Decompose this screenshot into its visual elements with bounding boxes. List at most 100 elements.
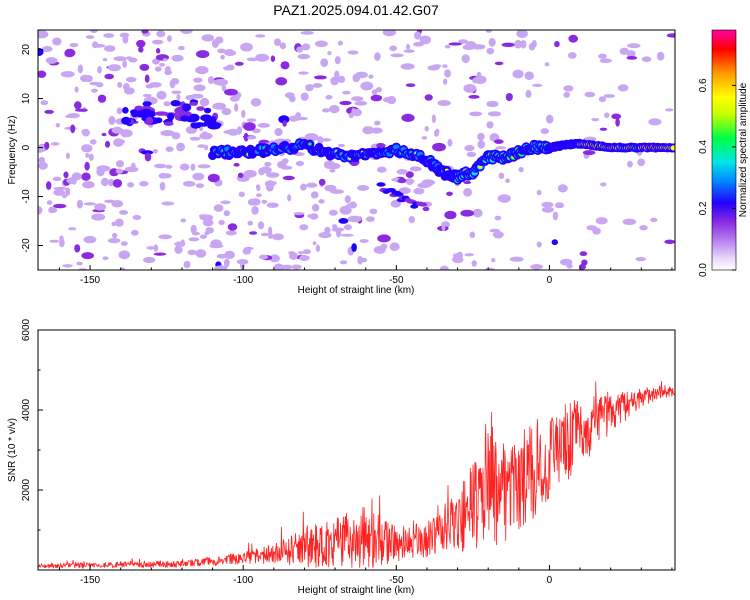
noise-speckle	[146, 246, 155, 250]
noise-speckle	[126, 56, 132, 59]
noise-speckle	[39, 157, 46, 164]
noise-speckle	[94, 203, 106, 210]
noise-speckle	[357, 256, 362, 265]
noise-speckle	[113, 56, 127, 61]
noise-speckle	[296, 161, 304, 166]
noise-speckle	[145, 75, 150, 83]
noise-speckle	[249, 231, 257, 235]
noise-speckle	[262, 200, 268, 204]
cluster-blob	[171, 100, 181, 106]
noise-speckle	[251, 206, 258, 215]
noise-speckle	[580, 251, 588, 256]
noise-speckle	[525, 71, 534, 80]
noise-speckle	[635, 257, 646, 261]
snr-y-label: SNR (10 * v/v)	[7, 418, 18, 482]
cluster-blob	[180, 115, 189, 121]
cluster-blob	[196, 106, 205, 111]
noise-speckle	[255, 34, 265, 37]
noise-speckle	[56, 123, 60, 127]
noise-speckle	[351, 96, 363, 101]
noise-speckle	[166, 165, 173, 169]
noise-speckle	[160, 182, 166, 191]
noise-speckle	[218, 220, 224, 225]
noise-speckle	[442, 223, 446, 232]
noise-speckle	[329, 169, 335, 173]
noise-speckle	[84, 162, 89, 171]
noise-speckle	[506, 93, 513, 101]
noise-speckle	[406, 83, 416, 87]
noise-speckle	[338, 218, 348, 224]
noise-speckle	[196, 50, 209, 58]
noise-speckle	[618, 84, 629, 91]
noise-speckle	[510, 257, 524, 262]
noise-speckle	[422, 136, 428, 140]
noise-speckle	[156, 48, 160, 54]
noise-speckle	[472, 260, 477, 266]
noise-speckle	[495, 62, 504, 66]
noise-speckle	[116, 169, 123, 174]
noise-speckle	[348, 50, 359, 54]
noise-speckle	[302, 43, 310, 50]
noise-speckle	[446, 192, 453, 196]
noise-speckle	[452, 256, 463, 263]
noise-speckle	[74, 101, 82, 109]
noise-speckle	[91, 89, 98, 93]
noise-speckle	[505, 178, 510, 183]
noise-speckle	[623, 219, 637, 225]
noise-speckle	[205, 231, 210, 235]
noise-speckle	[514, 40, 522, 49]
noise-speckle	[49, 240, 59, 243]
noise-speckle	[467, 152, 477, 157]
colorbar: 0.00.20.40.6 Normalized spectral amplitu…	[698, 30, 749, 277]
noise-speckle	[44, 110, 54, 114]
noise-speckle	[432, 114, 436, 123]
cluster-blob	[208, 124, 221, 130]
noise-speckle	[74, 244, 80, 252]
snr-y-tick-label: 2000	[21, 478, 32, 501]
noise-speckle	[502, 43, 516, 47]
noise-speckle	[598, 54, 607, 59]
noise-speckle	[226, 231, 237, 236]
noise-speckle	[114, 139, 125, 144]
noise-speckle	[318, 199, 324, 204]
noise-speckle	[171, 78, 180, 85]
noise-speckle	[650, 218, 657, 222]
noise-speckle	[62, 194, 67, 198]
noise-speckle	[469, 112, 482, 117]
noise-speckle	[563, 85, 573, 91]
noise-speckle	[330, 77, 339, 86]
noise-speckle	[413, 188, 424, 194]
noise-speckle	[303, 249, 311, 254]
noise-speckle	[368, 75, 373, 79]
cluster-blob	[195, 122, 205, 127]
noise-speckle	[470, 232, 476, 239]
noise-speckle	[46, 57, 58, 64]
noise-speckle	[208, 174, 220, 183]
colorbar-tick-label: 0.6	[698, 78, 709, 92]
y-tick-label: -20	[21, 238, 32, 253]
noise-speckle	[463, 188, 472, 197]
noise-speckle	[154, 164, 166, 169]
noise-speckle	[159, 173, 169, 179]
noise-speckle	[371, 95, 383, 102]
noise-speckle	[377, 167, 387, 173]
noise-speckle	[223, 130, 237, 134]
noise-speckle	[464, 145, 474, 151]
noise-speckle	[62, 264, 73, 267]
noise-speckle	[335, 56, 341, 64]
noise-speckle	[444, 69, 451, 77]
noise-speckle	[237, 126, 242, 134]
cluster-blob	[167, 113, 174, 121]
noise-speckle	[495, 146, 506, 149]
noise-speckle	[196, 183, 204, 188]
noise-speckle	[103, 33, 114, 38]
noise-speckle	[584, 92, 595, 98]
noise-speckle	[208, 76, 214, 84]
noise-speckle	[204, 145, 208, 150]
noise-speckle	[457, 252, 463, 256]
colorbar-tick-label: 0.4	[698, 140, 709, 154]
noise-speckle	[324, 185, 336, 192]
noise-speckle	[305, 84, 314, 91]
noise-speckle	[403, 49, 414, 53]
noise-speckle	[487, 48, 495, 55]
